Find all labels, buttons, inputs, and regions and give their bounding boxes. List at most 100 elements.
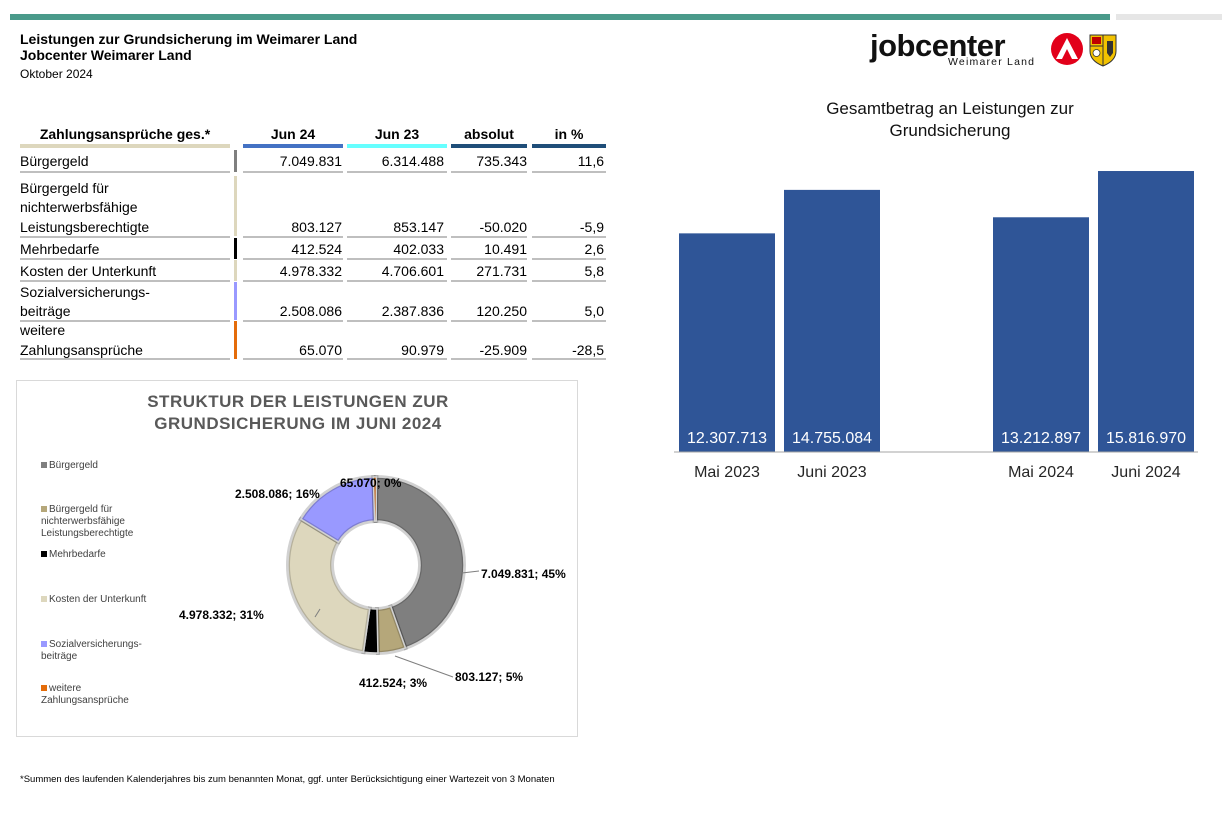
cell-absolut: 120.250: [476, 303, 527, 319]
bar-category-label: Mai 2024: [1008, 464, 1074, 481]
row-line: [532, 358, 606, 360]
donut-leader-line: [394, 655, 454, 678]
bar: [1098, 171, 1194, 452]
row-line: [243, 280, 343, 282]
legend-item-mehrbedarfe: Mehrbedarfe: [41, 549, 191, 561]
legend-item-sv: Sozialversicherungs- beiträge: [41, 639, 191, 663]
donut-title-line2: GRUNDSICHERUNG IM JUNI 2024: [154, 414, 442, 433]
row-line: [451, 280, 527, 282]
table-header-jun24: Jun 24: [270, 126, 316, 142]
bar: [784, 189, 880, 452]
row-line: [451, 258, 527, 260]
coat-of-arms-icon: [1089, 34, 1117, 67]
cell-jun24: 7.049.831: [279, 153, 342, 169]
row-line: [532, 320, 606, 322]
donut-slice-edge: [371, 475, 379, 524]
structure-donut-chart: STRUKTUR DER LEISTUNGEN ZUR GRUNDSICHERU…: [16, 380, 578, 737]
header-underline: [243, 144, 343, 148]
bar: [679, 233, 775, 452]
row-label: nichterwerbsfähige: [20, 199, 138, 215]
bar-data-label: 14.755.084: [792, 430, 872, 447]
donut-slice: [375, 476, 465, 649]
row-line: [243, 258, 343, 260]
legend-label: weitere: [49, 683, 82, 694]
legend-label: Sozialversicherungs-: [49, 639, 142, 650]
series-marker: [234, 282, 237, 320]
jobcenter-logo: jobcenter Weimarer Land: [870, 28, 1120, 70]
row-label: weitere: [20, 322, 66, 338]
cell-pct: -5,9: [579, 219, 604, 235]
cell-absolut: -25.909: [479, 342, 527, 358]
row-line: [451, 358, 527, 360]
bar-chart-title-line1: Gesamtbetrag an Leistungen zur: [826, 99, 1074, 118]
row-line: [20, 258, 230, 260]
row-label: Leistungsberechtigte: [20, 219, 150, 235]
donut-data-label: 803.127; 5%: [455, 670, 524, 684]
cell-pct: -28,5: [572, 342, 604, 358]
legend-label: Leistungsberechtigte: [41, 528, 134, 539]
donut-slice: [287, 518, 371, 653]
row-line: [243, 320, 343, 322]
legend-item-nef: Bürgergeld für nichterwerbsfähige Leistu…: [41, 504, 191, 540]
donut-slice-edge: [374, 474, 466, 651]
legend-item-kdu: Kosten der Unterkunft: [41, 594, 191, 606]
cell-absolut: 10.491: [484, 241, 527, 257]
row-line: [451, 320, 527, 322]
bar-data-label: 12.307.713: [687, 430, 767, 447]
report-date: Oktober 2024: [20, 67, 93, 81]
legend-label: Mehrbedarfe: [49, 549, 106, 560]
header-underline: [20, 144, 230, 148]
row-label: Bürgergeld für: [20, 180, 109, 196]
agentur-arrow-icon: [1051, 33, 1083, 65]
row-line: [20, 358, 230, 360]
legend-swatch: [41, 506, 47, 512]
row-line: [347, 280, 447, 282]
table-header-label: Zahlungsansprüche ges.*: [39, 126, 211, 142]
donut-leader-line: [314, 608, 321, 618]
series-marker: [234, 176, 237, 236]
legend-label: Kosten der Unterkunft: [49, 594, 147, 605]
cell-absolut: -50.020: [479, 219, 527, 235]
total-benefits-bar-chart: 12.307.713 Mai 2023 14.755.084 Juni 2023 13.…: [674, 171, 1198, 481]
legend-label: nichterwerbsfähige: [41, 516, 125, 527]
header-underline: [451, 144, 527, 148]
row-label: Sozialversicherungs-: [20, 284, 150, 300]
cell-jun23: 6.314.488: [381, 153, 444, 169]
donut-data-label: 2.508.086; 16%: [235, 487, 320, 501]
legend-swatch: [41, 551, 47, 557]
donut-data-label: 412.524; 3%: [359, 676, 428, 690]
row-line: [532, 236, 606, 238]
row-line: [347, 258, 447, 260]
bar-chart-title-line2: Grundsicherung: [889, 121, 1011, 140]
cell-pct: 2,6: [584, 241, 604, 257]
row-line: [532, 258, 606, 260]
report-title: Leistungen zur Grundsicherung im Weimare…: [20, 31, 358, 47]
cell-jun23: 90.979: [401, 342, 444, 358]
series-marker: [234, 260, 237, 281]
cell-jun23: 402.033: [393, 241, 444, 257]
bar-category-label: Juni 2024: [1111, 464, 1180, 481]
cell-jun24: 412.524: [291, 241, 342, 257]
row-line: [243, 358, 343, 360]
row-label: Zahlungsansprüche: [20, 342, 143, 358]
cell-pct: 5,8: [584, 263, 604, 279]
series-marker: [234, 321, 237, 359]
row-line: [20, 171, 230, 173]
cell-jun24: 2.508.086: [279, 303, 342, 319]
table-header-absolut: absolut: [464, 126, 514, 142]
logo-subtitle: Weimarer Land: [948, 56, 1036, 68]
row-label: Bürgergeld: [20, 153, 89, 169]
logo-wordmark: jobcenter: [870, 28, 1006, 63]
row-line: [243, 236, 343, 238]
legend-swatch: [41, 685, 47, 691]
legend-label: Bürgergeld: [49, 460, 98, 471]
header-underline: [347, 144, 447, 148]
table-header-jun23: Jun 23: [374, 126, 420, 142]
row-line: [532, 171, 606, 173]
row-line: [20, 280, 230, 282]
row-label: Mehrbedarfe: [20, 241, 100, 257]
bar-category-label: Juni 2023: [797, 464, 866, 481]
donut-data-label: 65.070; 0%: [340, 476, 402, 490]
cell-absolut: 271.731: [476, 263, 527, 279]
cell-jun23: 4.706.601: [381, 263, 444, 279]
